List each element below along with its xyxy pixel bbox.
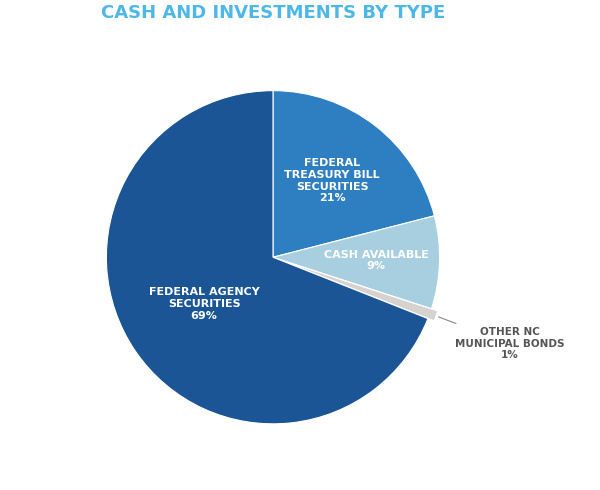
- Text: CASH AVAILABLE
9%: CASH AVAILABLE 9%: [324, 250, 428, 271]
- Wedge shape: [279, 260, 438, 321]
- Wedge shape: [273, 216, 440, 309]
- Text: FEDERAL AGENCY
SECURITIES
69%: FEDERAL AGENCY SECURITIES 69%: [149, 288, 259, 320]
- Text: FEDERAL
TREASURY BILL
SECURITIES
21%: FEDERAL TREASURY BILL SECURITIES 21%: [284, 158, 380, 203]
- Wedge shape: [106, 91, 428, 424]
- Wedge shape: [273, 91, 434, 257]
- Text: OTHER NC
MUNICIPAL BONDS
1%: OTHER NC MUNICIPAL BONDS 1%: [439, 317, 565, 361]
- Title: CASH AND INVESTMENTS BY TYPE: CASH AND INVESTMENTS BY TYPE: [101, 4, 445, 23]
